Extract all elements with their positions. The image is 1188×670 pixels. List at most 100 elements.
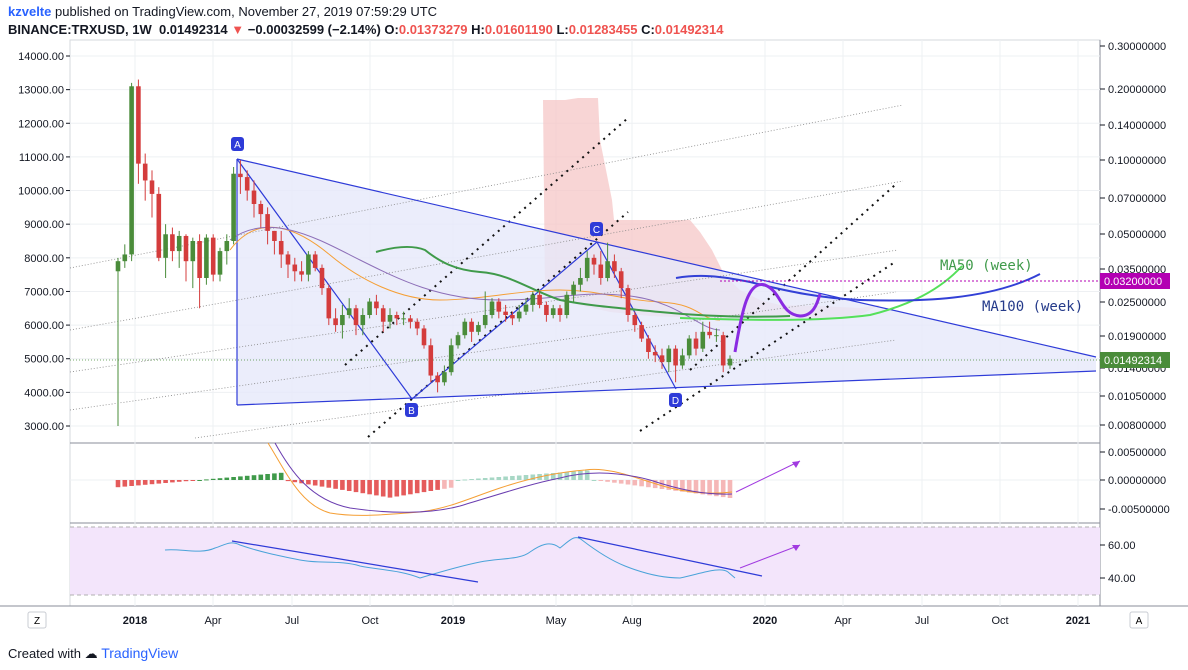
candle-body <box>693 338 699 349</box>
triangle-lines <box>236 158 1097 406</box>
auto-scale-button[interactable] <box>1129 611 1149 629</box>
candle-body <box>163 234 168 258</box>
macd-bar <box>605 480 610 482</box>
low-value: 0.01283455 <box>568 22 638 37</box>
candle-body <box>142 163 148 181</box>
time-axis-label: Oct <box>361 615 378 627</box>
footer: Created with ☁ TradingView <box>8 645 178 662</box>
candle-body <box>448 345 454 373</box>
candle-body <box>469 321 474 332</box>
candle-body <box>530 294 536 305</box>
rsi-axis-tick-label: 60.00 <box>1108 540 1136 552</box>
open-label: O: <box>384 22 399 37</box>
macd-bar <box>292 480 298 483</box>
macd-bar <box>136 480 141 486</box>
macd-bar <box>346 480 352 491</box>
bold-channels <box>344 117 896 438</box>
marker-price-badge <box>1100 273 1170 289</box>
candle-body <box>686 338 692 356</box>
rsi-trendline-1 <box>231 540 479 583</box>
candle-body <box>435 375 440 383</box>
macd-axis-tick-label: -0.00500000 <box>1108 504 1170 516</box>
candle-body <box>374 301 379 309</box>
candle-body <box>190 241 196 262</box>
macd-bar <box>414 480 420 494</box>
candle-body <box>571 284 576 295</box>
candle-body <box>523 304 529 312</box>
zoom-button[interactable] <box>27 611 47 629</box>
ma-short <box>229 226 721 321</box>
candle-body <box>707 331 712 336</box>
candle-body <box>387 315 393 322</box>
candle-body <box>333 318 338 326</box>
time-axis-label: May <box>546 615 567 627</box>
macd-bar <box>523 475 529 480</box>
point-c-marker <box>590 222 603 236</box>
macd-bar <box>598 480 604 481</box>
author-link[interactable]: kzvelte <box>8 4 52 19</box>
macd-bar <box>612 480 617 483</box>
macd-bar <box>720 480 726 498</box>
macd-bar <box>714 480 719 497</box>
candle-body <box>544 304 549 315</box>
macd-bar <box>183 480 189 482</box>
tradingview-brand[interactable]: TradingView <box>101 645 179 661</box>
ma50-line <box>375 245 791 318</box>
macd-bar <box>442 480 447 489</box>
symbol-name[interactable]: BINANCE:TRXUSD, 1W <box>8 22 152 37</box>
right-axis-tick-label: 0.05000000 <box>1108 229 1166 241</box>
macd-bar <box>448 480 454 488</box>
zoom-button-label[interactable]: Z <box>34 616 40 627</box>
macd-bar <box>462 479 468 481</box>
candle-body <box>176 235 182 252</box>
right-axis-tick-label: 0.01050000 <box>1108 391 1166 403</box>
channel-lines <box>69 104 904 439</box>
candle-body <box>278 241 284 255</box>
macd-bar <box>387 480 393 498</box>
candle-body <box>394 315 400 319</box>
macd-bar <box>503 476 508 480</box>
macd-bar <box>544 473 549 480</box>
candle-body <box>244 177 250 191</box>
candle-body <box>346 308 352 315</box>
macd-bar <box>727 480 733 498</box>
candle-body <box>122 254 128 262</box>
macd-bar <box>278 472 284 480</box>
left-axis-tick-label: 10000.00 <box>18 186 64 198</box>
macd-bar <box>489 477 495 480</box>
macd-bar <box>210 478 216 480</box>
macd-bar <box>244 475 250 480</box>
close-value: 0.01492314 <box>654 22 724 37</box>
time-axis-label: Jul <box>915 615 929 627</box>
macd-bar <box>476 478 481 480</box>
macd-bar <box>312 480 318 486</box>
macd-bar <box>231 477 236 480</box>
macd-line <box>274 442 733 513</box>
macd-bar <box>265 474 270 480</box>
left-axis-tick-label: 12000.00 <box>18 118 64 130</box>
rsi-trend-arrow <box>739 544 801 569</box>
left-axis-tick-label: 3000.00 <box>24 421 64 433</box>
macd-bar <box>333 480 338 489</box>
rsi-arrow-head <box>792 545 800 551</box>
cloud-icon: ☁ <box>84 646 98 661</box>
candle-body <box>680 355 685 366</box>
created-with-text: Created with <box>8 646 81 661</box>
purple-projection <box>733 283 822 353</box>
right-axis-tick-label: 0.02500000 <box>1108 297 1166 309</box>
candle-body <box>224 241 230 252</box>
candle-body <box>632 315 638 326</box>
marker-price-text: 0.03200000 <box>1104 276 1162 288</box>
candle-body <box>652 352 658 356</box>
candle-body <box>156 193 162 258</box>
auto-scale-button-label[interactable]: A <box>1136 616 1143 627</box>
candle-body <box>285 254 291 265</box>
symbol-line: BINANCE:TRXUSD, 1W 0.01492314 ▼ −0.00032… <box>8 22 723 37</box>
macd-bar <box>217 478 223 480</box>
high-label: H: <box>471 22 485 37</box>
macd-signal-line <box>267 442 733 516</box>
macd-bar <box>530 474 536 480</box>
macd-bar <box>659 480 665 489</box>
candle-body <box>673 348 678 366</box>
